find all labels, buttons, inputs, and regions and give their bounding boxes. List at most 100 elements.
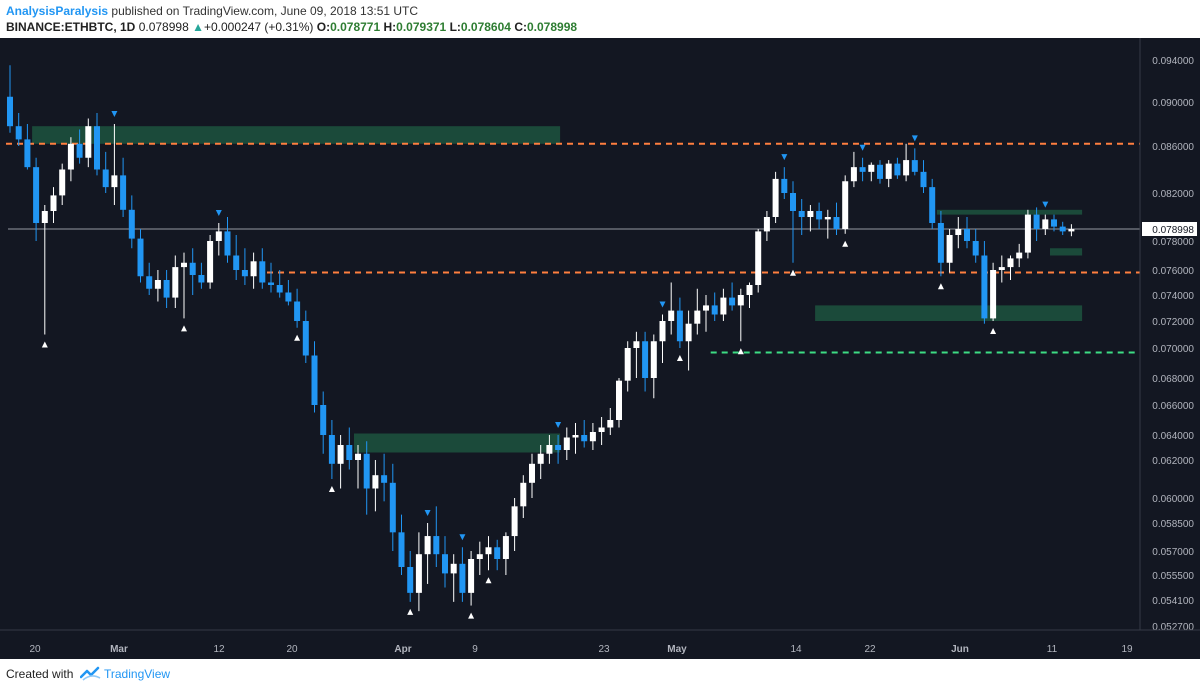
- candle-32[interactable]: [285, 280, 292, 306]
- candle-97[interactable]: [850, 151, 857, 188]
- candle-69[interactable]: [607, 408, 614, 435]
- candle-19[interactable]: [172, 255, 179, 309]
- candle-36[interactable]: [320, 391, 327, 454]
- candle-118[interactable]: [1033, 207, 1040, 241]
- candle-45[interactable]: [398, 514, 405, 575]
- candle-120[interactable]: [1051, 214, 1057, 232]
- candle-84[interactable]: [737, 288, 744, 342]
- candle-70[interactable]: [616, 378, 622, 428]
- candle-65[interactable]: [572, 423, 579, 454]
- candle-54[interactable]: [476, 541, 483, 575]
- tradingview-brand[interactable]: TradingView: [104, 667, 171, 681]
- candle-92[interactable]: [807, 205, 814, 232]
- candle-23[interactable]: [207, 235, 214, 289]
- candle-106[interactable]: [929, 178, 936, 229]
- candle-26[interactable]: [233, 235, 240, 280]
- candle-11[interactable]: [102, 151, 109, 193]
- candle-1[interactable]: [15, 113, 22, 146]
- candle-2[interactable]: [24, 124, 31, 170]
- candle-104[interactable]: [911, 148, 918, 176]
- candle-34[interactable]: [302, 310, 309, 363]
- author-link[interactable]: AnalysisParalysis: [6, 4, 109, 18]
- candle-9[interactable]: [85, 118, 92, 168]
- candle-105[interactable]: [920, 160, 927, 193]
- candle-86[interactable]: [755, 229, 762, 293]
- candle-83[interactable]: [729, 282, 736, 311]
- candle-25[interactable]: [224, 217, 231, 263]
- candle-48[interactable]: [424, 523, 431, 584]
- candle-28[interactable]: [250, 252, 257, 289]
- candle-95[interactable]: [833, 202, 840, 235]
- candle-80[interactable]: [703, 295, 709, 332]
- candle-103[interactable]: [903, 143, 910, 182]
- candle-61[interactable]: [537, 445, 544, 479]
- candle-24[interactable]: [215, 223, 222, 256]
- candle-100[interactable]: [877, 160, 883, 184]
- candle-21[interactable]: [189, 248, 196, 295]
- candle-88[interactable]: [772, 171, 779, 223]
- candle-55[interactable]: [485, 536, 492, 571]
- candle-74[interactable]: [650, 334, 657, 399]
- candle-20[interactable]: [181, 252, 187, 319]
- candle-67[interactable]: [589, 423, 596, 450]
- candle-6[interactable]: [59, 163, 66, 205]
- candle-79[interactable]: [694, 288, 701, 335]
- candle-99[interactable]: [868, 162, 875, 182]
- candle-52[interactable]: [459, 547, 466, 602]
- candle-62[interactable]: [546, 435, 553, 464]
- candle-58[interactable]: [511, 498, 518, 551]
- candle-66[interactable]: [581, 420, 588, 448]
- candle-108[interactable]: [946, 229, 953, 273]
- candle-94[interactable]: [824, 209, 831, 239]
- candle-13[interactable]: [120, 157, 127, 217]
- candle-53[interactable]: [468, 551, 475, 606]
- candle-113[interactable]: [990, 262, 997, 321]
- candle-33[interactable]: [294, 288, 301, 328]
- candle-17[interactable]: [154, 270, 161, 302]
- candle-43[interactable]: [381, 453, 388, 502]
- candle-71[interactable]: [624, 341, 631, 392]
- candle-110[interactable]: [964, 217, 970, 249]
- candle-121[interactable]: [1059, 221, 1066, 235]
- candle-14[interactable]: [128, 195, 135, 249]
- candle-10[interactable]: [94, 113, 100, 176]
- candle-101[interactable]: [885, 160, 892, 188]
- candle-111[interactable]: [972, 229, 979, 263]
- candle-8[interactable]: [76, 129, 83, 164]
- candle-117[interactable]: [1024, 209, 1031, 259]
- price-chart[interactable]: 0.094000 0.090000 0.086000 0.082000 0.078000…: [0, 38, 1200, 659]
- candle-49[interactable]: [433, 506, 440, 567]
- candle-85[interactable]: [746, 282, 753, 309]
- candle-42[interactable]: [372, 460, 379, 512]
- candle-77[interactable]: [676, 297, 683, 348]
- candle-119[interactable]: [1042, 214, 1049, 235]
- candle-60[interactable]: [529, 453, 535, 498]
- candle-78[interactable]: [685, 310, 692, 371]
- candle-81[interactable]: [711, 292, 718, 322]
- candle-18[interactable]: [163, 270, 170, 308]
- candle-39[interactable]: [346, 427, 353, 470]
- candle-96[interactable]: [842, 175, 849, 234]
- candle-12[interactable]: [111, 124, 118, 205]
- candle-41[interactable]: [363, 441, 370, 515]
- candle-73[interactable]: [642, 331, 649, 392]
- candle-51[interactable]: [450, 554, 457, 602]
- candle-56[interactable]: [494, 539, 501, 571]
- candle-93[interactable]: [816, 202, 823, 229]
- candle-122[interactable]: [1068, 224, 1075, 237]
- candle-0[interactable]: [7, 65, 13, 133]
- candle-115[interactable]: [1007, 255, 1014, 281]
- candle-116[interactable]: [1016, 243, 1023, 268]
- candle-29[interactable]: [259, 248, 266, 289]
- candle-68[interactable]: [598, 417, 605, 445]
- candle-82[interactable]: [720, 288, 727, 321]
- price-axis[interactable]: 0.094000 0.090000 0.086000 0.082000 0.078000…: [1139, 38, 1200, 659]
- candle-35[interactable]: [311, 341, 318, 413]
- candle-112[interactable]: [981, 241, 988, 324]
- candle-59[interactable]: [520, 475, 527, 518]
- candle-27[interactable]: [241, 248, 248, 285]
- time-axis[interactable]: 20 Mar 12 20 Apr 9 23 May 14 22 Jun 11 19: [0, 629, 1200, 655]
- candle-109[interactable]: [955, 217, 962, 249]
- candle-31[interactable]: [276, 270, 283, 298]
- candle-16[interactable]: [146, 262, 153, 295]
